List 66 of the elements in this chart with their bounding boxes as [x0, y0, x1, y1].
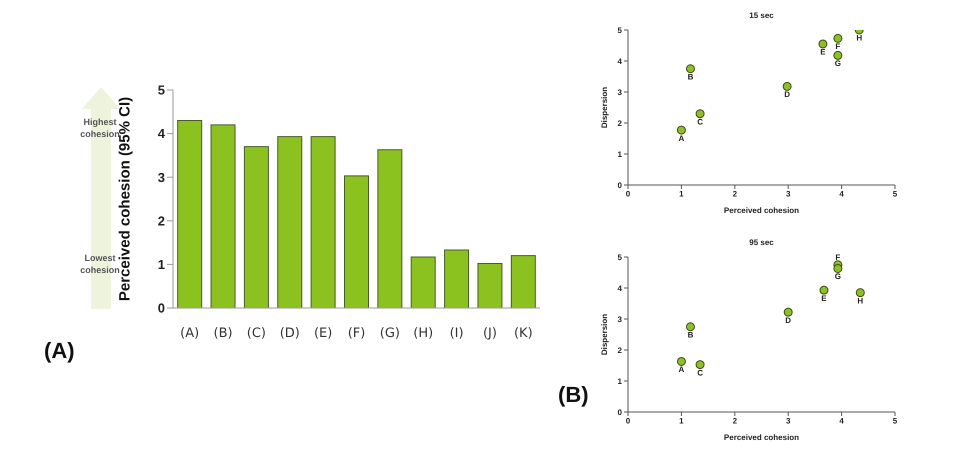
annotation: G — [834, 272, 841, 282]
annotation: D — [785, 316, 792, 325]
y-tick-label: 5 — [618, 252, 623, 262]
y-tick-label: 5 — [618, 26, 623, 35]
y-tick-label: 5 — [158, 82, 165, 98]
x-tick-label: 2 — [732, 416, 738, 426]
x-tick-label: 4 — [839, 416, 844, 426]
y-tick-label: 2 — [158, 213, 165, 228]
x-tick-label: (E) — [314, 326, 332, 342]
chart-title: 15 sec — [748, 11, 775, 20]
annotation: B — [688, 330, 694, 340]
x-tick-label: 0 — [626, 416, 631, 426]
x-tick-label: 4 — [839, 190, 844, 199]
x-tick-label: 5 — [892, 416, 898, 426]
y-tick-label: 0 — [618, 180, 623, 190]
x-tick-label: (B) — [214, 326, 233, 342]
x-tick-label: 1 — [679, 190, 684, 199]
annotation: C — [697, 117, 704, 126]
text: Highest cohesion — [79, 116, 120, 139]
x-tick-label: (I) — [450, 326, 464, 342]
annotation: B — [688, 72, 694, 82]
y-axis-title: Dispersion — [600, 86, 609, 128]
y-tick-label: 0 — [158, 300, 165, 316]
annotation: D — [784, 90, 790, 100]
x-tick-label: 5 — [892, 190, 898, 199]
annotation: A — [678, 365, 685, 374]
x-tick-label: (J) — [482, 326, 497, 342]
x-tick-label: 1 — [679, 416, 684, 426]
x-tick-label: 2 — [732, 190, 738, 199]
x-tick-label: (G) — [380, 326, 400, 342]
y-tick-label: 3 — [618, 88, 623, 97]
annotation: F — [835, 252, 840, 262]
annotation: H — [856, 34, 862, 43]
x-tick-label: (F) — [348, 326, 366, 342]
x-tick-label: 0 — [626, 190, 631, 199]
x-axis-title: Perceived cohesion — [724, 206, 800, 215]
y-tick-label: 1 — [618, 376, 623, 386]
chart-title: 95 sec — [748, 238, 775, 247]
annotation: E — [821, 294, 828, 303]
y-tick-label: 2 — [618, 346, 623, 355]
y-tick-label: 2 — [618, 118, 623, 128]
annotation: H — [857, 296, 864, 306]
text: Lowest cohesion — [79, 253, 120, 275]
x-tick-label: (K) — [514, 326, 533, 342]
y-tick-label: 3 — [158, 170, 165, 185]
y-tick-label: 0 — [618, 408, 623, 417]
x-axis-title: Perceived cohesion — [724, 433, 800, 442]
y-axis-title: Dispersion — [600, 314, 609, 356]
y-tick-label: 4 — [618, 284, 623, 293]
annotation: E — [820, 48, 826, 57]
y-tick-label: 4 — [158, 126, 166, 142]
y-tick-label: 1 — [158, 257, 165, 272]
x-tick-label: (D) — [280, 326, 300, 342]
y-tick-label: 3 — [618, 314, 623, 324]
annotation: C — [697, 368, 704, 378]
y-tick-label: 4 — [618, 56, 623, 66]
annotation: G — [834, 59, 841, 68]
text: (B) — [558, 382, 589, 408]
x-tick-label: 3 — [786, 190, 791, 199]
annotation: A — [678, 134, 685, 143]
x-tick-label: 3 — [786, 416, 791, 426]
y-tick-label: 1 — [618, 150, 623, 159]
annotation: F — [835, 42, 840, 52]
x-tick-label: (H) — [413, 326, 434, 342]
x-tick-label: (C) — [246, 326, 266, 342]
x-tick-label: (A) — [180, 326, 200, 342]
